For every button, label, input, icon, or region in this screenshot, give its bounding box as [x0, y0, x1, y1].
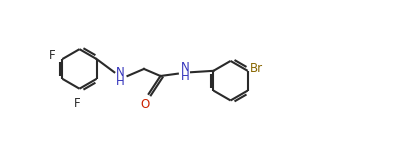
Text: O: O — [140, 98, 150, 111]
Text: H: H — [180, 70, 189, 83]
Text: F: F — [74, 97, 81, 110]
Text: N: N — [180, 62, 189, 74]
Text: H: H — [116, 75, 125, 88]
Text: N: N — [116, 66, 125, 79]
Text: F: F — [49, 49, 56, 62]
Text: Br: Br — [250, 62, 263, 75]
